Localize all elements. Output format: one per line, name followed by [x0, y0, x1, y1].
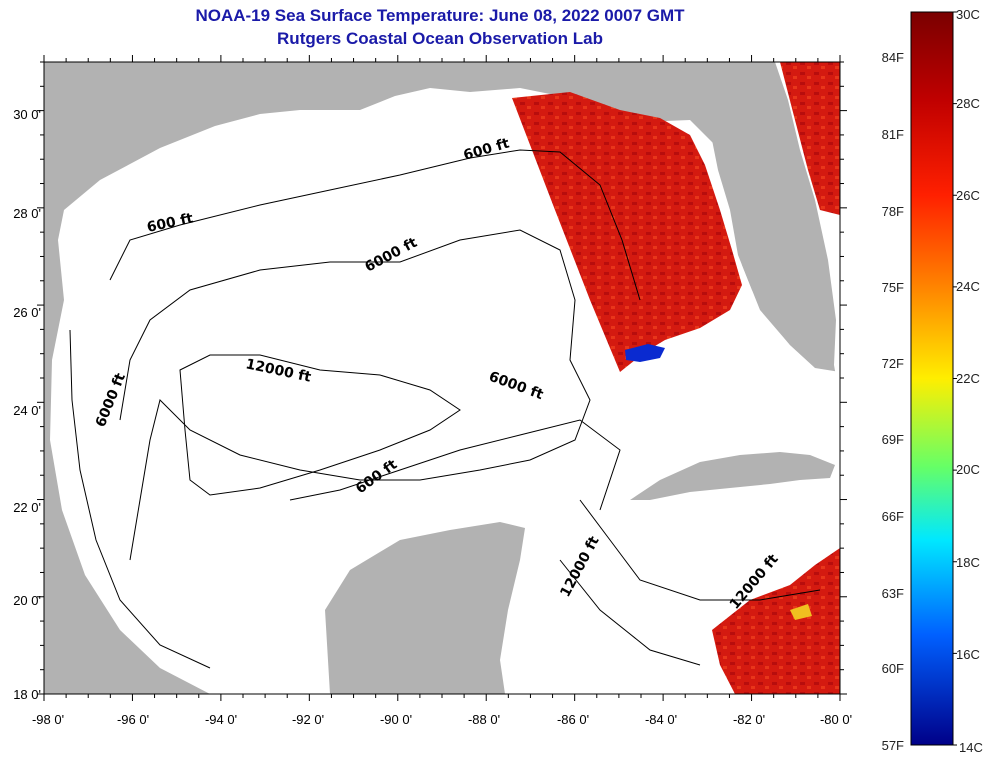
sst-swath-caribbean: [712, 548, 840, 694]
lon-label: -80 0': [820, 712, 852, 727]
colorbar-celsius-label: 30C: [956, 7, 980, 22]
lon-label: -92 0': [292, 712, 324, 727]
colorbar-fahrenheit-label: 78F: [882, 204, 904, 219]
lat-label: 24 0': [13, 403, 41, 418]
contour-600ft-south: [289, 419, 621, 511]
lon-label: -82 0': [733, 712, 765, 727]
contour-12000ft: [179, 354, 461, 496]
contour-caribbean: [579, 499, 821, 601]
contour-600ft-north: [109, 149, 641, 301]
colorbar-celsius-label: 26C: [956, 188, 980, 203]
florida-land: [700, 62, 835, 365]
lat-label: 18 0': [13, 687, 41, 702]
colorbar-celsius-label: 14C: [959, 740, 983, 755]
colorbar-celsius-label: 20C: [956, 462, 980, 477]
colorbar-celsius-label: 22C: [956, 371, 980, 386]
sst-cool-patch: [625, 344, 665, 362]
lon-label: -90 0': [380, 712, 412, 727]
colorbar-ticks: [953, 11, 957, 746]
contour-outer-west: [69, 329, 211, 669]
colorbar-fahrenheit-label: 66F: [882, 509, 904, 524]
lon-label: -88 0': [468, 712, 500, 727]
colorbar-fahrenheit-label: 63F: [882, 586, 904, 601]
colorbar-fahrenheit-label: 69F: [882, 432, 904, 447]
map-title: NOAA-19 Sea Surface Temperature: June 08…: [195, 6, 685, 25]
lon-label: -86 0': [557, 712, 589, 727]
colorbar-fahrenheit-label: 60F: [882, 661, 904, 676]
colorbar-fahrenheit-label: 84F: [882, 50, 904, 65]
axis-ticks: [37, 55, 847, 701]
sst-yellow-patch: [790, 604, 812, 620]
lon-label: -96 0': [117, 712, 149, 727]
colorbar-celsius-label: 18C: [956, 555, 980, 570]
colorbar: [910, 11, 954, 746]
sst-swath-atlantic: [780, 62, 840, 215]
lat-label: 22 0': [13, 500, 41, 515]
lon-label: -94 0': [205, 712, 237, 727]
colorbar-celsius-label: 16C: [956, 647, 980, 662]
contour-6000ft: [119, 229, 591, 561]
colorbar-fahrenheit-label: 72F: [882, 356, 904, 371]
yucatan-land: [325, 522, 525, 694]
sst-swath-northeast: [512, 92, 742, 372]
colorbar-fahrenheit-label: 75F: [882, 280, 904, 295]
lon-label: -98 0': [32, 712, 64, 727]
colorbar-fahrenheit-label: 57F: [882, 738, 904, 753]
lat-label: 30 0': [13, 107, 41, 122]
colorbar-fahrenheit-label: 81F: [882, 127, 904, 142]
lon-label: -84 0': [645, 712, 677, 727]
lat-label: 20 0': [13, 593, 41, 608]
bathymetry-contours: [69, 149, 821, 669]
lat-label: 28 0': [13, 206, 41, 221]
map-subtitle: Rutgers Coastal Ocean Observation Lab: [277, 29, 603, 48]
lat-label: 26 0': [13, 305, 41, 320]
cuba-land: [630, 452, 835, 500]
contour-caribbean-2: [559, 559, 701, 666]
colorbar-celsius-label: 28C: [956, 96, 980, 111]
colorbar-celsius-label: 24C: [956, 279, 980, 294]
